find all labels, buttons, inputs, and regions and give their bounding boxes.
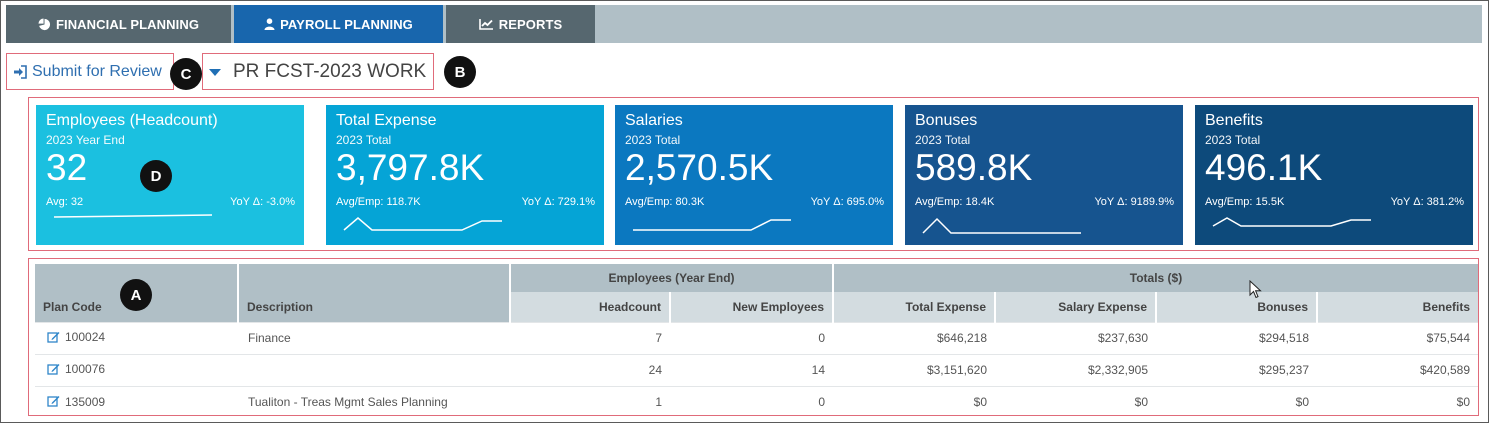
- plan-code-value: 100076: [65, 362, 106, 377]
- column-group-totals: Totals ($): [832, 264, 1478, 292]
- kpi-title: Bonuses: [915, 112, 978, 129]
- column-group-employees: Employees (Year End): [509, 264, 833, 292]
- sign-in-icon: [13, 64, 27, 79]
- column-header-total-expense[interactable]: Total Expense: [832, 292, 995, 322]
- callout-marker-c: C: [170, 58, 202, 90]
- bonuses-cell: $294,518: [1156, 321, 1317, 354]
- headcount-cell: 7: [510, 321, 670, 354]
- kpi-yoy-change: YoY Δ: 9189.9%: [1094, 196, 1174, 208]
- kpi-average: Avg/Emp: 80.3K: [625, 196, 705, 208]
- kpi-sparkline: [1212, 217, 1371, 227]
- edit-icon[interactable]: [47, 395, 60, 410]
- kpi-card-total-expense[interactable]: Total Expense 2023 Total 3,797.8K Avg/Em…: [326, 105, 604, 245]
- plan-code-value: 135009: [65, 394, 106, 409]
- kpi-average: Avg/Emp: 18.4K: [915, 196, 995, 208]
- new-employees-cell: 14: [670, 353, 833, 386]
- kpi-value: 2,570.5K: [625, 147, 774, 188]
- column-header-benefits[interactable]: Benefits: [1316, 292, 1478, 322]
- benefits-cell: $0: [1317, 385, 1478, 418]
- mouse-cursor-icon: [1249, 280, 1262, 299]
- kpi-subtitle: 2023 Year End: [46, 133, 125, 147]
- column-header-new-employees[interactable]: New Employees: [669, 292, 833, 322]
- edit-icon[interactable]: [47, 331, 60, 346]
- kpi-value: 32: [46, 147, 88, 188]
- caret-down-icon: [209, 69, 221, 76]
- column-header-headcount[interactable]: Headcount: [509, 292, 670, 322]
- kpi-subtitle: 2023 Total: [336, 133, 392, 147]
- submit-for-review-label: Submit for Review: [32, 62, 162, 80]
- bonuses-cell: $295,237: [1156, 353, 1317, 386]
- table-row: 100024 Finance 7 0 $646,218 $237,630 $29…: [35, 321, 1478, 354]
- new-employees-cell: 0: [670, 321, 833, 354]
- kpi-subtitle: 2023 Total: [625, 133, 681, 147]
- benefits-cell: $420,589: [1317, 353, 1478, 386]
- kpi-card-bonuses[interactable]: Bonuses 2023 Total 589.8K Avg/Emp: 18.4K…: [905, 105, 1183, 245]
- column-header-salary-expense[interactable]: Salary Expense: [994, 292, 1156, 322]
- kpi-yoy-change: YoY Δ: 695.0%: [810, 196, 884, 208]
- kpi-yoy-change: YoY Δ: 381.2%: [1390, 196, 1464, 208]
- kpi-value: 589.8K: [915, 147, 1033, 188]
- headcount-cell: 24: [510, 353, 670, 386]
- kpi-title: Benefits: [1205, 112, 1263, 129]
- plan-code-value: 100024: [65, 330, 106, 345]
- total-expense-cell: $0: [833, 385, 995, 418]
- callout-marker-d: D: [140, 160, 172, 192]
- kpi-sparkline: [343, 217, 502, 231]
- description-cell: [238, 353, 510, 386]
- kpi-subtitle: 2023 Total: [915, 133, 971, 147]
- kpi-title: Total Expense: [336, 112, 437, 129]
- new-employees-cell: 0: [670, 385, 833, 418]
- total-expense-cell: $3,151,620: [833, 353, 995, 386]
- kpi-yoy-change: YoY Δ: -3.0%: [230, 196, 295, 208]
- benefits-cell: $75,544: [1317, 321, 1478, 354]
- plan-code-cell[interactable]: 100076: [35, 353, 238, 386]
- kpi-title: Salaries: [625, 112, 683, 129]
- total-expense-cell: $646,218: [833, 321, 995, 354]
- kpi-value: 3,797.8K: [336, 147, 485, 188]
- top-tab-bar: FINANCIAL PLANNING PAYROLL PLANNING REPO…: [6, 5, 1482, 43]
- plan-selector-value: PR FCST-2023 WORK: [233, 60, 427, 82]
- kpi-card-benefits[interactable]: Benefits 2023 Total 496.1K Avg/Emp: 15.5…: [1195, 105, 1473, 245]
- kpi-subtitle: 2023 Total: [1205, 133, 1261, 147]
- kpi-sparkline: [53, 214, 213, 218]
- edit-icon[interactable]: [47, 363, 60, 378]
- callout-marker-b: B: [444, 56, 476, 88]
- kpi-average: Avg/Emp: 118.7K: [336, 196, 421, 208]
- kpi-yoy-change: YoY Δ: 729.1%: [521, 196, 595, 208]
- column-header-description[interactable]: Description: [237, 264, 510, 322]
- plan-code-cell[interactable]: 100024: [35, 321, 238, 354]
- kpi-sparkline: [922, 217, 1081, 234]
- line-chart-icon: [478, 18, 494, 30]
- kpi-sparkline: [633, 219, 791, 231]
- tab-payroll-planning[interactable]: PAYROLL PLANNING: [234, 5, 443, 43]
- plan-code-cell[interactable]: 135009: [35, 385, 238, 418]
- kpi-card-salaries[interactable]: Salaries 2023 Total 2,570.5K Avg/Emp: 80…: [615, 105, 893, 245]
- tab-reports[interactable]: REPORTS: [446, 5, 595, 43]
- kpi-value: 496.1K: [1205, 147, 1323, 188]
- column-header-bonuses[interactable]: Bonuses: [1155, 292, 1317, 322]
- tab-payroll-planning-label: PAYROLL PLANNING: [280, 16, 413, 32]
- description-cell: Tualiton - Treas Mgmt Sales Planning: [238, 385, 510, 418]
- description-cell: Finance: [238, 321, 510, 354]
- submit-for-review-button[interactable]: Submit for Review: [6, 53, 174, 90]
- kpi-average: Avg: 32: [46, 196, 84, 208]
- kpi-title: Employees (Headcount): [46, 112, 218, 129]
- table-row: 100076 24 14 $3,151,620 $2,332,905 $295,…: [35, 353, 1478, 386]
- salary-expense-cell: $0: [995, 385, 1156, 418]
- callout-marker-a: A: [120, 279, 152, 311]
- salary-expense-cell: $237,630: [995, 321, 1156, 354]
- user-icon: [264, 18, 275, 30]
- pie-chart-icon: [38, 17, 51, 31]
- tab-financial-planning[interactable]: FINANCIAL PLANNING: [6, 5, 231, 43]
- headcount-cell: 1: [510, 385, 670, 418]
- kpi-highlight-frame: [28, 97, 1479, 251]
- plan-selector-dropdown[interactable]: PR FCST-2023 WORK: [202, 53, 434, 90]
- table-row: 135009 Tualiton - Treas Mgmt Sales Plann…: [35, 385, 1478, 418]
- tab-financial-planning-label: FINANCIAL PLANNING: [55, 16, 200, 32]
- bonuses-cell: $0: [1156, 385, 1317, 418]
- kpi-average: Avg/Emp: 15.5K: [1205, 196, 1285, 208]
- salary-expense-cell: $2,332,905: [995, 353, 1156, 386]
- tab-reports-label: REPORTS: [498, 16, 563, 32]
